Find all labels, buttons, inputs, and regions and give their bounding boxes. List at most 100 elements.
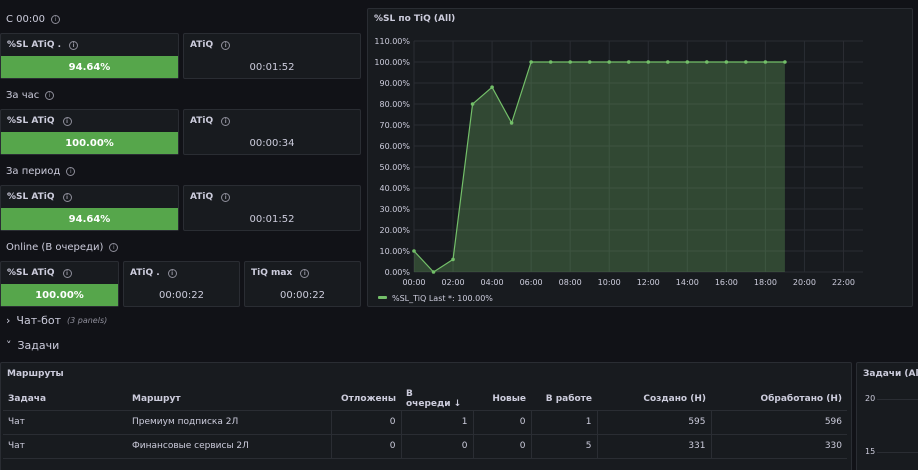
data-point [685, 60, 690, 64]
grid-line [877, 452, 918, 453]
y-tick-label: 60.00% [379, 142, 410, 151]
table-header-row: Задача Маршрут Отложены В очереди ↓ Новые… [3, 388, 847, 411]
series-line [413, 61, 785, 273]
info-icon[interactable]: i [66, 167, 76, 176]
cell-postponed: 0 [330, 410, 401, 435]
info-icon[interactable]: i [109, 243, 119, 252]
section-title-text: За час [6, 90, 40, 101]
y-tick-label: 70.00% [379, 121, 410, 130]
cell-route: Премиум подписка 2Л [127, 410, 331, 435]
stat-panel-sl-atiq[interactable]: %SL ATiQ i 100.00% [0, 261, 119, 307]
panel-title: ATiQ i [190, 116, 231, 126]
x-tick-label: 08:00 [559, 278, 582, 287]
panel-title-text: ATiQ [190, 40, 214, 50]
x-tick-label: 16:00 [715, 278, 738, 287]
stat-value: 100.00% [1, 284, 118, 306]
y-tick-label: 80.00% [379, 100, 410, 109]
section-title-since-midnight: С 00:00 i [6, 14, 60, 25]
cell-processed: 330 [710, 434, 847, 459]
column-header-route[interactable]: Маршрут [127, 388, 331, 411]
panel-title-text: %SL ATiQ [7, 268, 55, 278]
info-icon[interactable]: i [62, 268, 72, 278]
stat-panel-tiq-max[interactable]: TiQ max i 00:00:22 [244, 261, 361, 307]
stat-panel-sl-atiq[interactable]: %SL ATiQ i 94.64% [0, 185, 179, 231]
chart-panel-sl-tiq[interactable]: %SL по TiQ (All) 110.00% 100.00% 90.00% 80.… [367, 8, 913, 307]
column-header-created[interactable]: Создано (Н) [597, 388, 711, 411]
row-panels-count: (3 panels) [67, 316, 108, 325]
info-icon[interactable]: i [300, 268, 310, 278]
x-tick-label: 06:00 [520, 278, 543, 287]
stat-value: 00:00:34 [249, 138, 295, 149]
y-tick-label: 20.00% [379, 226, 410, 235]
info-icon[interactable]: i [50, 15, 60, 24]
data-point [529, 60, 533, 64]
stat-value: 94.64% [1, 208, 178, 230]
stat-value: 00:01:52 [249, 214, 295, 225]
data-point [490, 85, 494, 89]
info-icon[interactable]: i [45, 91, 55, 100]
x-tick-label: 18:00 [754, 278, 777, 287]
cell-processed: 596 [710, 410, 847, 435]
stat-panel-sl-atiq[interactable]: %SL ATiQ . i 94.64% [0, 33, 179, 79]
section-title-per-hour: За час i [6, 90, 55, 101]
stat-panel-atiq[interactable]: ATiQ i 00:00:34 [183, 109, 361, 155]
info-icon[interactable]: i [221, 40, 231, 50]
stat-panel-atiq[interactable]: ATiQ i 00:01:52 [183, 33, 361, 79]
column-header-postponed[interactable]: Отложены [331, 388, 401, 411]
section-title-text: С 00:00 [6, 14, 45, 25]
table-row[interactable]: Чат Премиум подписка 2Л 0 1 0 1 595 596 [3, 410, 847, 435]
info-icon[interactable]: i [69, 40, 79, 50]
column-header-task[interactable]: Задача [3, 388, 127, 411]
section-title-text: За период [6, 166, 61, 177]
panel-title: %SL ATiQ . i [7, 40, 79, 50]
column-header-new[interactable]: Новые [473, 388, 531, 411]
cell-postponed: 0 [330, 434, 401, 459]
data-point [470, 102, 475, 106]
data-point [783, 60, 787, 64]
chevron-down-icon: ˅ [6, 339, 12, 352]
data-point [665, 60, 670, 64]
data-point [587, 60, 592, 64]
x-tick-label: 04:00 [481, 278, 504, 287]
stat-panel-atiq[interactable]: ATiQ . i 00:00:22 [123, 261, 240, 307]
panel-title-text: ATiQ [190, 192, 214, 202]
panel-title: Задачи (All) [863, 369, 918, 379]
chart-title: %SL по TiQ (All) [374, 14, 456, 24]
data-point [431, 270, 436, 274]
series-area [414, 62, 785, 272]
row-tasks[interactable]: ˅ Задачи [6, 339, 59, 352]
row-chat-bot[interactable]: › Чат-бот (3 panels) [6, 314, 107, 327]
y-tick-label: 15 [865, 447, 876, 456]
stat-panel-sl-atiq[interactable]: %SL ATiQ i 100.00% [0, 109, 179, 155]
panel-title-text: ATiQ [190, 116, 214, 126]
stat-panel-atiq[interactable]: ATiQ i 00:01:52 [183, 185, 361, 231]
routes-table-panel[interactable]: Маршруты Задача Маршрут Отложены В очере… [0, 362, 852, 470]
x-tick-label: 02:00 [442, 278, 465, 287]
info-icon[interactable]: i [167, 268, 177, 278]
cell-created: 595 [596, 410, 711, 435]
data-point [607, 60, 612, 64]
section-title-online: Online (В очереди) i [6, 242, 119, 253]
grid-line [877, 399, 918, 400]
panel-title: %SL ATiQ i [7, 192, 72, 202]
info-icon[interactable]: i [62, 192, 72, 202]
y-tick-label: 40.00% [379, 184, 410, 193]
section-title-per-period: За период i [6, 166, 76, 177]
column-header-processed[interactable]: Обработано (Н) [711, 388, 847, 411]
cell-task: Чат [3, 434, 127, 459]
column-header-in-queue[interactable]: В очереди ↓ [401, 388, 473, 411]
table-row[interactable]: Чат Финансовые сервисы 2Л 0 0 0 5 331 33… [3, 434, 847, 459]
column-header-in-progress[interactable]: В работе [531, 388, 597, 411]
cell-in-progress: 5 [530, 434, 597, 459]
tasks-all-panel[interactable]: Задачи (All) 20 15 [856, 362, 918, 470]
panel-title-text: %SL ATiQ [7, 192, 55, 202]
cell-in-progress: 1 [530, 410, 597, 435]
info-icon[interactable]: i [221, 192, 231, 202]
info-icon[interactable]: i [221, 116, 231, 126]
chevron-right-icon: › [6, 314, 11, 327]
y-tick-label: 0.00% [385, 268, 411, 277]
y-tick-label: 90.00% [379, 79, 410, 88]
stat-value: 00:00:22 [280, 290, 325, 301]
area-chart[interactable]: 110.00% 100.00% 90.00% 80.00% 70.00% 60.00% 50… [368, 9, 914, 308]
info-icon[interactable]: i [62, 116, 72, 126]
